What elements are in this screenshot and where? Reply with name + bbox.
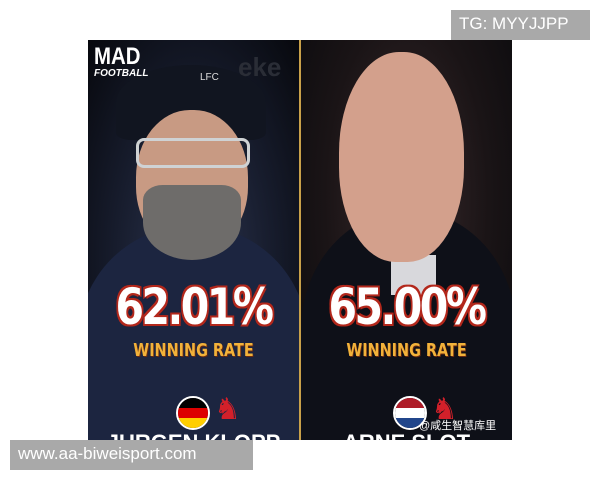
klopp-beard	[143, 185, 241, 260]
site-watermark: www.aa-biweisport.com	[10, 440, 253, 470]
klopp-name: JURGEN KLOPP	[88, 430, 299, 440]
logo: MAD FOOTBALL	[94, 43, 149, 80]
klopp-panel: MAD FOOTBALL eke LFC 62.01% WINNING RATE…	[88, 40, 299, 440]
klopp-win-label: WINNING RATE	[133, 340, 254, 361]
liverpool-crest-icon: ♞	[431, 393, 458, 426]
comparison-graphic: MAD FOOTBALL eke LFC 62.01% WINNING RATE…	[88, 40, 512, 440]
liverpool-crest-icon: ♞	[214, 393, 241, 426]
slot-panel: 65.00% WINNING RATE ♞ @咸生智慧库里 ARNE SLOT	[301, 40, 512, 440]
telegram-watermark: TG: MYYJJPP	[451, 10, 590, 40]
slot-win-label: WINNING RATE	[346, 340, 467, 361]
divider	[299, 40, 301, 440]
netherlands-flag-icon	[393, 396, 427, 430]
klopp-glasses	[136, 138, 250, 168]
lfc-cap-crest: LFC	[200, 72, 219, 83]
klopp-win-percentage: 62.01%	[115, 278, 273, 336]
slot-win-percentage: 65.00%	[328, 278, 486, 336]
slot-head	[339, 52, 464, 262]
slot-name: ARNE SLOT	[301, 430, 512, 440]
germany-flag-icon	[176, 396, 210, 430]
weibo-watermark: @咸生智慧库里	[419, 420, 497, 432]
